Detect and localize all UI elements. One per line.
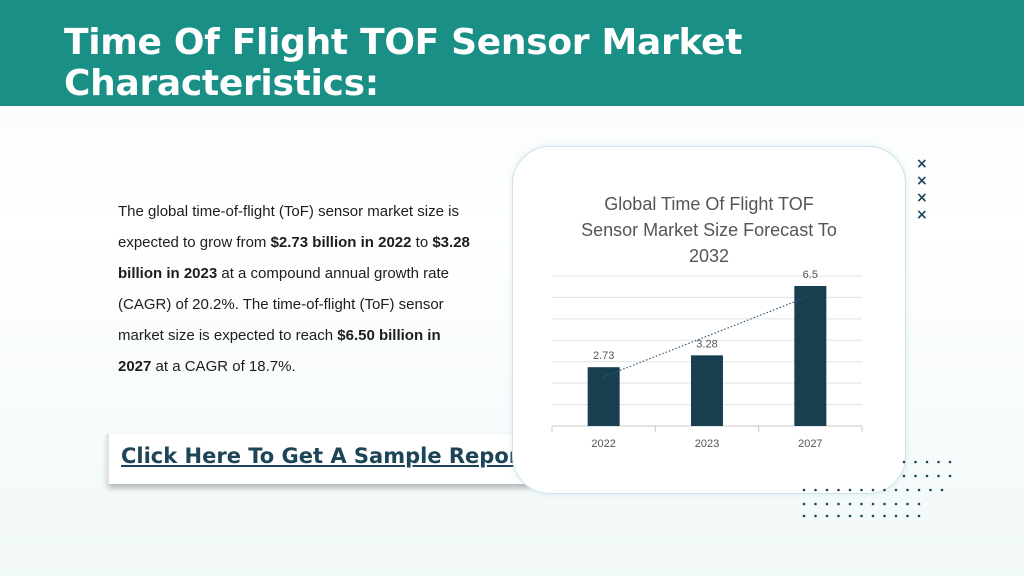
decor-dot (814, 502, 817, 506)
decor-dot (914, 460, 917, 464)
market-description: The global time-of-flight (ToF) sensor m… (118, 196, 478, 382)
decor-dot (814, 514, 817, 518)
description-paragraph: The global time-of-flight (ToF) sensor m… (118, 196, 478, 382)
sample-report-link[interactable]: Click Here To Get A Sample Report (121, 444, 530, 468)
desc-bold-2027: $6.50 billion in 2027 (118, 327, 441, 375)
x-mark-icon: × (916, 190, 928, 206)
decor-dot (883, 502, 886, 506)
x-mark-icon: × (916, 173, 928, 189)
decor-dot (871, 514, 875, 518)
decor-dot (902, 460, 906, 464)
decor-dot (917, 514, 921, 518)
x-tick-label-2022: 2022 (591, 438, 615, 450)
decor-dot (814, 488, 817, 492)
decor-dot (848, 502, 852, 506)
x-tick-label-2027: 2027 (798, 438, 822, 450)
bar-chart: 2.73 2022 3.28 2023 6.5 2027 (551, 269, 863, 450)
decor-dot (925, 474, 929, 478)
decor-dot (906, 488, 909, 492)
bar-2023 (691, 355, 723, 426)
decor-dot (917, 502, 921, 506)
decor-dot (837, 514, 840, 518)
sample-report-box: Click Here To Get A Sample Report (106, 434, 529, 484)
dot-grid-decoration (802, 460, 952, 518)
decor-dot (883, 488, 886, 492)
decor-dot (940, 488, 944, 492)
page-title: Time Of Flight TOF Sensor Market Charact… (64, 22, 743, 104)
desc-text-2: to (411, 234, 433, 251)
decor-dot (837, 502, 840, 506)
decor-dot (871, 502, 875, 506)
desc-text-4: at a CAGR of 18.7%. (151, 358, 296, 375)
decor-dot (906, 502, 909, 506)
decor-dot (948, 460, 952, 464)
desc-bold-2023: $3.28 billion in 2023 (118, 234, 470, 282)
decor-dot (894, 514, 898, 518)
decor-dot (837, 488, 840, 492)
decor-dot (825, 488, 829, 492)
desc-bold-2022: $2.73 billion in 2022 (270, 234, 412, 251)
chart-card: Global Time Of Flight TOF Sensor Market … (512, 146, 906, 494)
data-label-2023: 3.28 (696, 338, 717, 350)
x-mark-icon: × (916, 207, 928, 223)
chart-title-line-3: 2032 (688, 246, 730, 266)
decor-dot (802, 502, 806, 506)
decor-dot (937, 474, 940, 478)
x-tick-label-2023: 2023 (695, 438, 719, 450)
decor-dot (883, 514, 886, 518)
data-label-2027: 6.5 (803, 269, 818, 281)
decor-dot (914, 474, 917, 478)
chart-title: Global Time Of Flight TOF Sensor Market … (513, 191, 905, 269)
x-mark-decoration: × × × × (916, 156, 930, 224)
chart-title-line-2: Sensor Market Size Forecast To (581, 220, 837, 240)
decor-dot (929, 488, 932, 492)
decor-dot (848, 488, 852, 492)
decor-dot (825, 502, 829, 506)
decor-dot (902, 474, 906, 478)
chart-title-line-1: Global Time Of Flight TOF (604, 194, 814, 214)
decor-dot (917, 488, 921, 492)
decor-dot (825, 514, 829, 518)
desc-text-3: at a compound annual growth rate (CAGR) … (118, 265, 450, 344)
decor-dot (937, 460, 940, 464)
data-label-2022: 2.73 (593, 350, 614, 362)
desc-text-1: The global time-of-flight (ToF) sensor m… (118, 203, 459, 251)
decor-dot (860, 488, 863, 492)
decor-dot (925, 460, 929, 464)
x-mark-icon: × (916, 156, 928, 172)
decor-dot (848, 514, 852, 518)
decor-dot (906, 514, 909, 518)
decor-dot (871, 488, 875, 492)
decor-dot (894, 488, 898, 492)
header-banner: Time Of Flight TOF Sensor Market Charact… (0, 0, 1024, 106)
decor-dot (860, 502, 863, 506)
bar-2022 (587, 367, 620, 426)
decor-dot (894, 502, 898, 506)
decor-dot (948, 474, 952, 478)
bar-2027 (794, 286, 827, 426)
decor-dot (802, 514, 806, 518)
decor-dot (802, 488, 806, 492)
decor-dot (860, 514, 863, 518)
